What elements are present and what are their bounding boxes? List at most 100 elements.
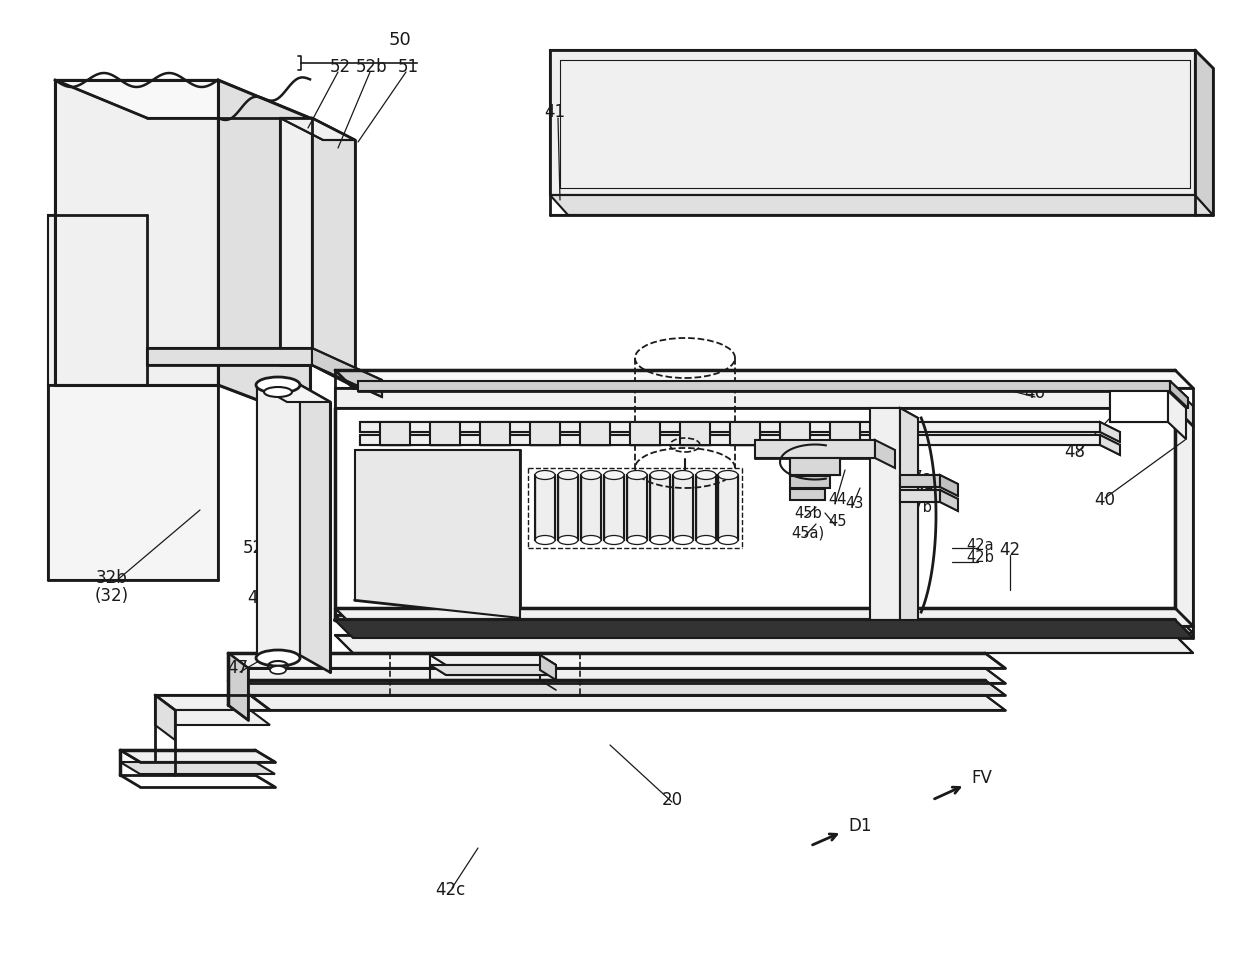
- Ellipse shape: [558, 536, 578, 544]
- Text: 44: 44: [828, 493, 847, 507]
- Text: D1: D1: [848, 817, 872, 835]
- Polygon shape: [335, 620, 1193, 638]
- Polygon shape: [1195, 50, 1213, 215]
- Ellipse shape: [718, 536, 738, 544]
- Text: 45a): 45a): [791, 526, 825, 541]
- Polygon shape: [673, 475, 693, 540]
- Polygon shape: [1176, 388, 1193, 426]
- Polygon shape: [358, 381, 1171, 391]
- Polygon shape: [650, 475, 670, 540]
- Ellipse shape: [582, 536, 601, 544]
- Polygon shape: [480, 422, 510, 445]
- Text: 52: 52: [330, 58, 351, 76]
- Polygon shape: [228, 680, 1004, 695]
- Polygon shape: [257, 385, 330, 402]
- Ellipse shape: [696, 470, 715, 479]
- Text: 42c: 42c: [435, 881, 465, 899]
- Polygon shape: [604, 475, 624, 540]
- Ellipse shape: [582, 470, 601, 479]
- Text: 46: 46: [248, 589, 269, 607]
- Ellipse shape: [255, 377, 300, 393]
- Polygon shape: [790, 458, 839, 475]
- Ellipse shape: [718, 470, 738, 479]
- Ellipse shape: [650, 470, 670, 479]
- Polygon shape: [529, 422, 560, 445]
- Polygon shape: [379, 422, 410, 445]
- Polygon shape: [55, 80, 218, 385]
- Polygon shape: [627, 475, 647, 540]
- Polygon shape: [430, 655, 556, 665]
- Text: 40: 40: [1095, 491, 1116, 509]
- Polygon shape: [55, 80, 310, 118]
- Text: 42b: 42b: [966, 550, 994, 566]
- Text: (32): (32): [95, 587, 129, 605]
- Polygon shape: [730, 422, 760, 445]
- Ellipse shape: [673, 536, 693, 544]
- Polygon shape: [1100, 435, 1120, 455]
- Polygon shape: [360, 422, 1100, 432]
- Text: 45b: 45b: [794, 506, 822, 521]
- Text: 41: 41: [544, 103, 565, 121]
- Polygon shape: [228, 653, 1004, 668]
- Ellipse shape: [255, 650, 300, 666]
- Text: 45: 45: [828, 514, 847, 530]
- Ellipse shape: [604, 536, 624, 544]
- Polygon shape: [551, 50, 1195, 195]
- Polygon shape: [718, 475, 738, 540]
- Polygon shape: [335, 388, 1176, 408]
- Text: 47a: 47a: [904, 470, 931, 485]
- Polygon shape: [1171, 381, 1188, 408]
- Polygon shape: [551, 195, 1213, 215]
- Polygon shape: [870, 408, 900, 620]
- Polygon shape: [228, 695, 1004, 710]
- Ellipse shape: [264, 387, 291, 397]
- Text: 52b: 52b: [356, 58, 388, 76]
- Polygon shape: [120, 762, 275, 774]
- Polygon shape: [830, 422, 861, 445]
- Polygon shape: [148, 348, 312, 365]
- Text: 42a: 42a: [966, 538, 993, 552]
- Text: 32b: 32b: [97, 569, 128, 587]
- Polygon shape: [155, 710, 270, 725]
- Polygon shape: [335, 615, 1193, 633]
- Polygon shape: [875, 440, 895, 468]
- Polygon shape: [300, 385, 330, 672]
- Polygon shape: [680, 422, 711, 445]
- Ellipse shape: [604, 470, 624, 479]
- Text: 44a: 44a: [795, 474, 822, 490]
- Ellipse shape: [534, 470, 556, 479]
- Polygon shape: [335, 408, 1176, 620]
- Text: FV: FV: [972, 769, 992, 787]
- Text: 20: 20: [661, 791, 682, 809]
- Polygon shape: [48, 385, 218, 580]
- Polygon shape: [335, 608, 1193, 626]
- Ellipse shape: [558, 470, 578, 479]
- Polygon shape: [940, 490, 959, 511]
- Text: 43: 43: [846, 496, 864, 510]
- Polygon shape: [280, 118, 312, 365]
- Polygon shape: [539, 655, 556, 680]
- Polygon shape: [534, 475, 556, 540]
- Polygon shape: [120, 750, 275, 762]
- Polygon shape: [558, 475, 578, 540]
- Text: 50: 50: [388, 31, 412, 49]
- Text: 42: 42: [999, 541, 1021, 559]
- Polygon shape: [48, 215, 148, 385]
- Ellipse shape: [650, 536, 670, 544]
- Polygon shape: [696, 475, 715, 540]
- Polygon shape: [257, 385, 300, 655]
- Polygon shape: [582, 475, 601, 540]
- Text: 48: 48: [1064, 443, 1085, 461]
- Text: T: T: [534, 486, 546, 504]
- Polygon shape: [780, 422, 810, 445]
- Polygon shape: [1168, 391, 1185, 439]
- Text: 47: 47: [227, 659, 248, 677]
- Polygon shape: [280, 118, 355, 140]
- Polygon shape: [630, 422, 660, 445]
- Ellipse shape: [696, 536, 715, 544]
- Polygon shape: [228, 653, 248, 720]
- Polygon shape: [335, 635, 1193, 653]
- Ellipse shape: [270, 666, 286, 674]
- Text: 47b: 47b: [904, 501, 932, 515]
- Polygon shape: [900, 408, 918, 628]
